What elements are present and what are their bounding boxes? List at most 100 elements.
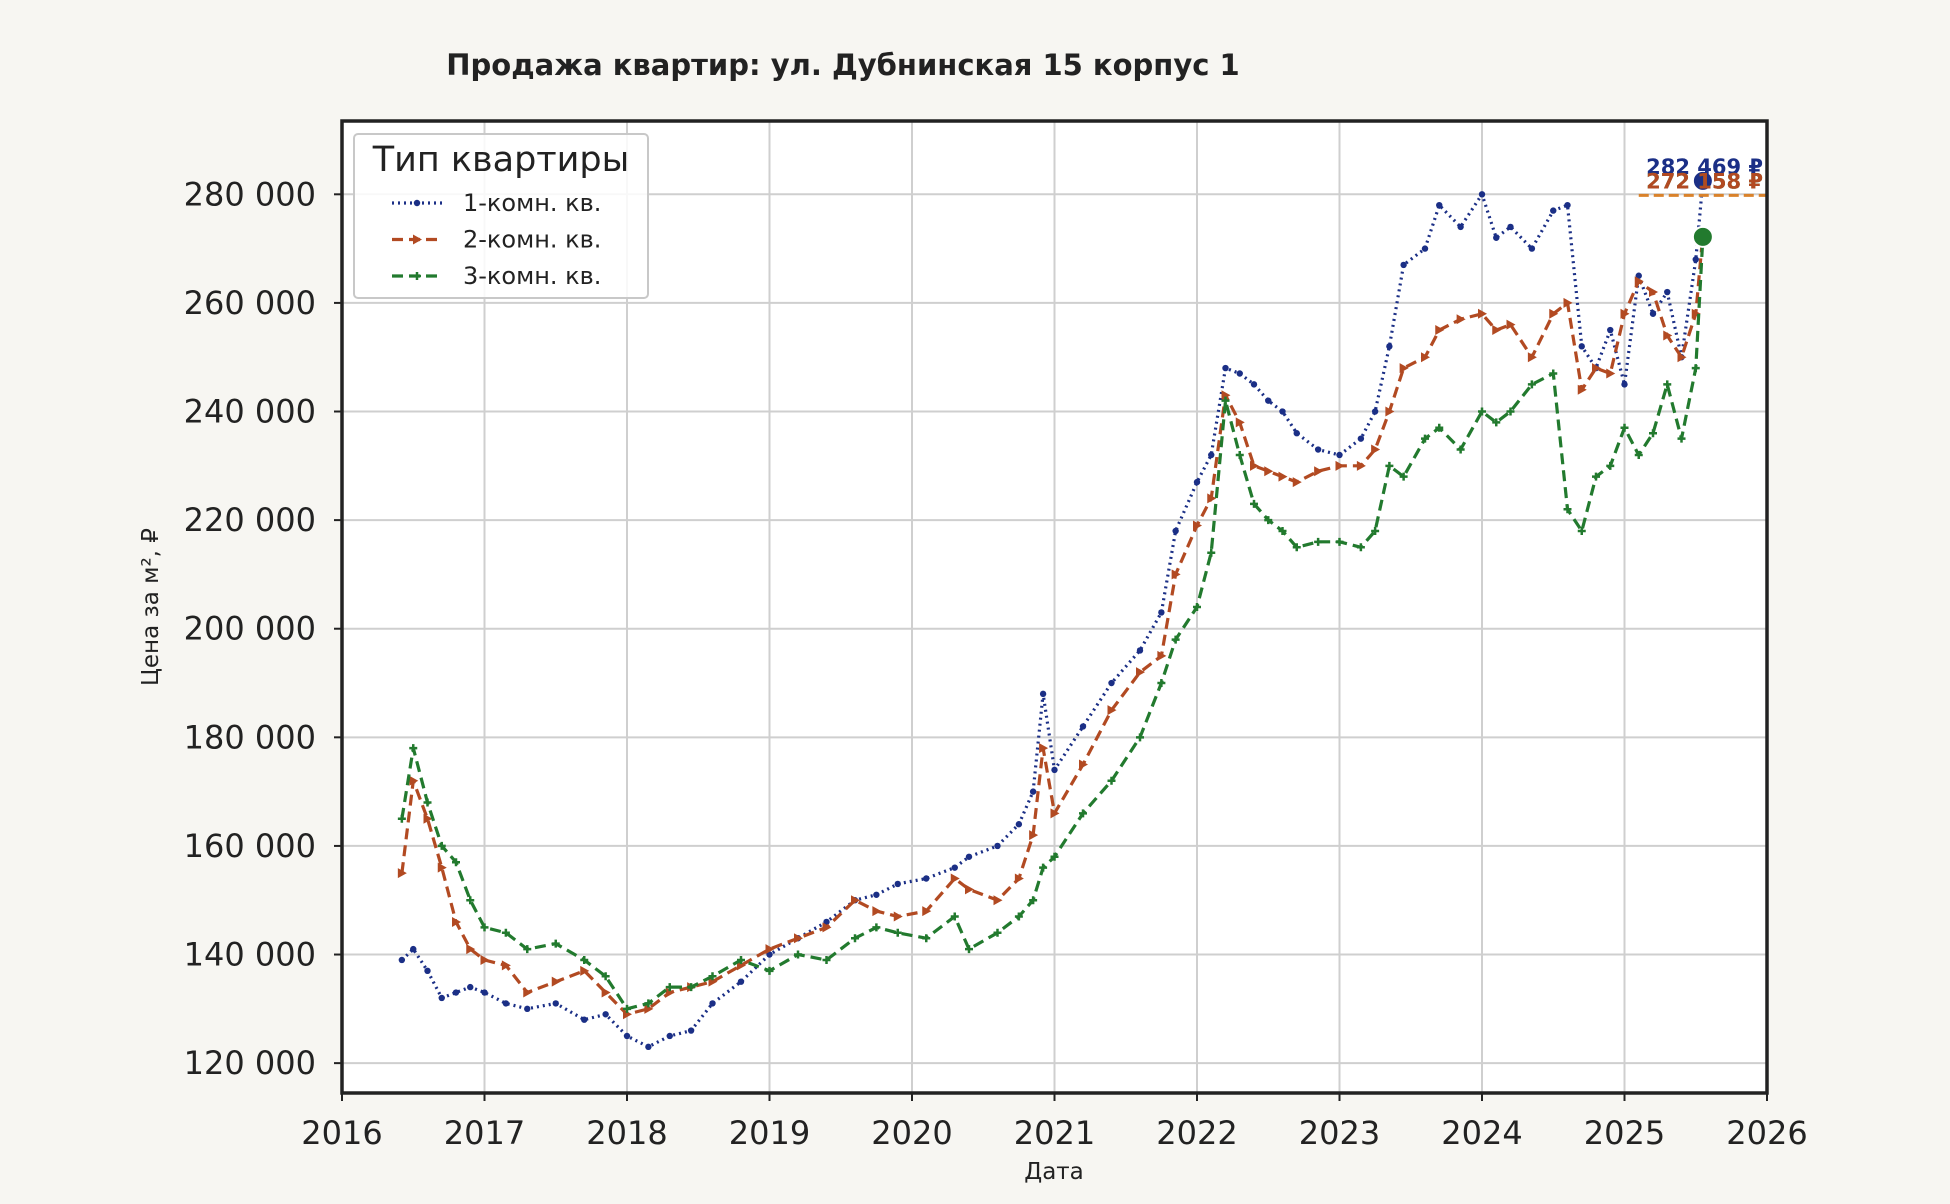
y-tick-label: 220 000 <box>184 501 316 539</box>
data-point <box>523 945 532 954</box>
data-point <box>1400 261 1407 269</box>
data-point <box>1014 873 1024 884</box>
data-point <box>551 976 561 987</box>
data-point <box>1592 472 1600 481</box>
data-point <box>1265 397 1272 404</box>
data-point <box>1051 766 1058 774</box>
data-point <box>601 987 611 998</box>
data-point <box>1677 352 1687 363</box>
data-point <box>1136 647 1144 654</box>
data-point <box>1292 543 1301 552</box>
data-point <box>645 1043 652 1051</box>
data-point <box>467 983 474 991</box>
data-point <box>993 928 1002 937</box>
data-point <box>552 1000 559 1007</box>
data-point <box>1493 234 1500 241</box>
data-point <box>397 868 407 879</box>
x-tick-label: 2021 <box>1014 1114 1095 1152</box>
data-point <box>1691 308 1701 319</box>
data-point <box>1264 516 1273 525</box>
data-point <box>1039 690 1047 698</box>
series <box>397 228 1708 1020</box>
data-point <box>1158 609 1165 616</box>
data-point <box>737 960 746 971</box>
data-point <box>1107 705 1117 716</box>
y-tick-label: 280 000 <box>184 175 316 213</box>
data-point <box>1421 245 1429 252</box>
data-point <box>1421 352 1430 363</box>
data-point <box>409 744 418 753</box>
data-point <box>452 989 460 996</box>
data-point <box>965 853 973 860</box>
data-point <box>1193 603 1201 611</box>
data-point <box>1563 297 1573 308</box>
data-point <box>1527 380 1536 389</box>
data-point <box>1014 912 1023 921</box>
data-point <box>1356 460 1366 471</box>
data-point <box>1435 325 1445 336</box>
data-point <box>1029 896 1038 905</box>
x-axis: 2016 2017 2018 2019 2020 2021 2022 2023 2024 2025… <box>301 1093 1808 1152</box>
data-point <box>1634 276 1644 287</box>
y-tick-label: 160 000 <box>184 827 316 865</box>
data-point <box>1208 451 1215 459</box>
data-point <box>1607 326 1614 334</box>
data-point <box>424 967 431 975</box>
data-point <box>1356 543 1365 552</box>
legend-items: 1-комн. кв. 2-комн. кв. 3-комн. кв. <box>392 189 601 290</box>
data-point <box>965 945 973 954</box>
data-point <box>1050 852 1059 861</box>
data-point <box>1606 368 1616 379</box>
data-point <box>480 923 489 932</box>
data-point <box>893 911 903 922</box>
data-point <box>1507 223 1514 231</box>
data-point <box>822 955 831 964</box>
data-point <box>1478 308 1487 319</box>
value-annotation: 272 158 ₽ <box>1646 169 1763 193</box>
data-point <box>1527 352 1537 363</box>
data-point <box>993 895 1003 906</box>
data-point <box>687 983 696 992</box>
data-point <box>1193 520 1202 531</box>
data-point <box>1079 759 1088 770</box>
data-point <box>1136 667 1145 678</box>
data-point <box>1314 537 1323 546</box>
data-point <box>708 976 718 987</box>
data-point <box>1635 272 1642 279</box>
data-point <box>765 944 775 955</box>
data-point <box>1663 380 1672 389</box>
x-tick-label: 2020 <box>871 1114 952 1152</box>
data-point <box>1578 343 1585 350</box>
data-point <box>872 906 882 917</box>
data-point <box>523 987 533 998</box>
data-point <box>794 933 803 944</box>
data-point <box>1108 679 1115 687</box>
x-tick-label: 2025 <box>1584 1114 1665 1152</box>
data-point <box>1456 314 1466 325</box>
data-point <box>665 983 674 992</box>
data-point <box>1171 569 1181 580</box>
data-point <box>438 994 445 1002</box>
data-point <box>1621 381 1628 388</box>
data-point <box>1371 408 1379 415</box>
data-point <box>666 1032 673 1040</box>
y-tick-label: 140 000 <box>184 936 316 974</box>
y-axis: 120 000 140 000 160 000 180 000 200 000 220 0… <box>184 175 342 1082</box>
data-point <box>1664 288 1671 296</box>
data-point <box>1371 526 1380 535</box>
data-point <box>1506 319 1516 330</box>
end-point-marker <box>1691 169 1714 192</box>
data-point <box>687 1027 695 1034</box>
legend-label: 1-комн. кв. <box>463 189 601 217</box>
data-point <box>1592 363 1601 374</box>
data-point <box>823 918 830 926</box>
data-point <box>1221 396 1230 405</box>
data-point <box>501 960 511 971</box>
data-point <box>397 814 406 823</box>
legend-marker <box>413 234 422 245</box>
data-point <box>501 928 510 937</box>
data-point <box>437 862 447 873</box>
data-point <box>601 972 610 981</box>
data-point <box>1172 527 1179 535</box>
